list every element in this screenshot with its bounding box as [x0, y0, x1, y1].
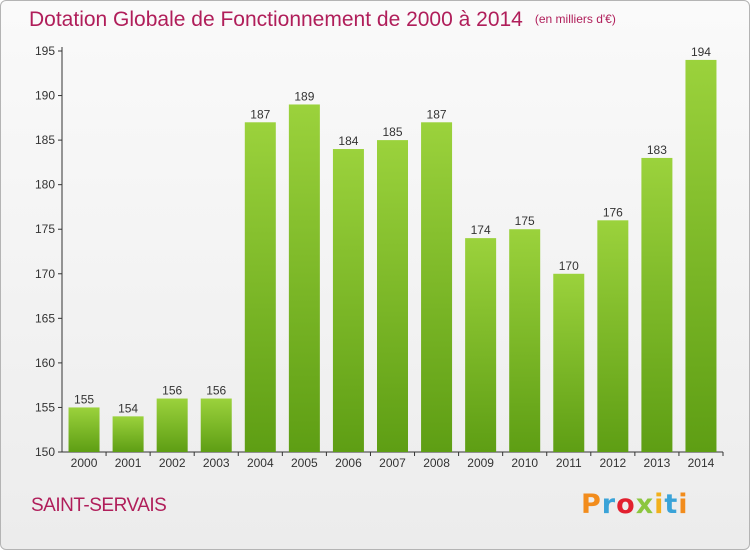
bar — [288, 104, 320, 452]
bar — [244, 122, 276, 453]
x-tick-label: 2008 — [423, 456, 450, 470]
x-tick-label: 2005 — [291, 456, 318, 470]
chart-title: Dotation Globale de Fonctionnement de 20… — [29, 8, 616, 32]
bar — [421, 122, 453, 453]
bar — [332, 149, 364, 452]
y-tick-label: 170 — [35, 267, 55, 281]
x-tick-label: 2006 — [335, 456, 362, 470]
chart-title-text: Dotation Globale de Fonctionnement de 20… — [29, 8, 523, 31]
bar — [112, 416, 144, 452]
data-label: 176 — [603, 205, 623, 219]
bar — [509, 229, 541, 452]
y-tick-label: 165 — [35, 311, 55, 325]
x-tick-label: 2002 — [159, 456, 186, 470]
bar — [553, 273, 585, 452]
data-label: 155 — [74, 392, 94, 406]
bar — [200, 398, 232, 452]
data-label: 185 — [382, 125, 402, 139]
y-tick-label: 185 — [35, 133, 55, 147]
data-label: 174 — [471, 223, 491, 237]
proxiti-logo: Proxiti — [581, 489, 689, 520]
x-tick-label: 2000 — [71, 456, 98, 470]
bar — [68, 407, 100, 452]
data-label: 175 — [515, 214, 535, 228]
data-label: 194 — [691, 45, 711, 59]
y-tick-label: 180 — [35, 178, 55, 192]
data-label: 156 — [206, 384, 226, 398]
data-label: 184 — [338, 134, 358, 148]
y-tick-label: 150 — [35, 445, 55, 459]
x-tick-label: 2004 — [247, 456, 274, 470]
y-tick-label: 160 — [35, 356, 55, 370]
bar — [685, 59, 717, 453]
x-tick-label: 2010 — [511, 456, 538, 470]
y-tick-label: 195 — [35, 44, 55, 58]
x-tick-label: 2013 — [644, 456, 671, 470]
y-tick-label: 155 — [35, 400, 55, 414]
data-label: 170 — [559, 259, 579, 273]
bar — [597, 220, 629, 452]
data-label: 187 — [427, 107, 447, 121]
x-tick-label: 2009 — [467, 456, 494, 470]
x-tick-label: 2003 — [203, 456, 230, 470]
x-tick-label: 2011 — [556, 456, 582, 470]
bar — [641, 157, 673, 452]
x-tick-label: 2014 — [688, 456, 715, 470]
data-label: 154 — [118, 401, 138, 415]
x-tick-label: 2012 — [599, 456, 626, 470]
bar — [156, 398, 188, 452]
data-label: 183 — [647, 143, 667, 157]
x-tick-label: 2007 — [379, 456, 406, 470]
commune-name: SAINT-SERVAIS — [31, 495, 167, 516]
bar — [465, 238, 497, 452]
chart-unit: (en milliers d'€) — [534, 12, 616, 26]
data-label: 189 — [294, 89, 314, 103]
x-tick-label: 2001 — [115, 456, 142, 470]
bar — [377, 140, 408, 452]
data-label: 156 — [162, 384, 182, 398]
y-tick-label: 175 — [35, 222, 55, 236]
y-tick-label: 190 — [35, 89, 55, 103]
data-label: 187 — [250, 107, 270, 121]
